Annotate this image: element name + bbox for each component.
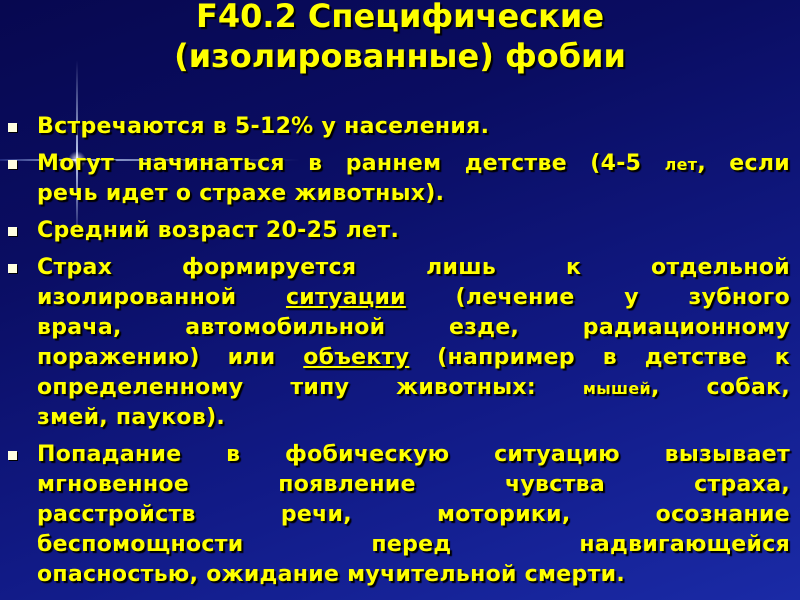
text-segment: Могут начинаться в раннем детстве (4-5 xyxy=(37,151,665,176)
text-segment: лет xyxy=(664,155,698,174)
text-line: Попадание в фобическую ситуацию вызывает xyxy=(37,440,790,470)
bullet-item: Попадание в фобическую ситуацию вызывает… xyxy=(8,440,790,590)
light-flare-horizontal xyxy=(0,159,300,161)
text-segment: беспомощности перед надвигающейся xyxy=(37,532,790,557)
title-line-1: F40.2 Специфические xyxy=(195,0,605,35)
text-line: врача, автомобильной езде, радиационному xyxy=(37,313,790,343)
text-line: Могут начинаться в раннем детстве (4-5 л… xyxy=(37,149,790,179)
text-segment: Страх формируется лишь к отдельной xyxy=(37,255,790,280)
square-bullet-icon xyxy=(8,160,17,169)
text-line: мгновенное появление чувства страха, xyxy=(37,470,790,500)
text-line: расстройств речи, моторики, осознание xyxy=(37,500,790,530)
text-segment: Средний возраст 20-25 лет. xyxy=(37,218,400,243)
text-segment: мышей xyxy=(582,379,651,398)
text-line: беспомощности перед надвигающейся xyxy=(37,530,790,560)
text-line: определенному типу животных: мышей, соба… xyxy=(37,373,790,403)
text-segment: змей, пауков). xyxy=(37,405,226,430)
text-segment: Встречаются в 5-12% у населения. xyxy=(37,114,490,139)
text-segment: , собак, xyxy=(651,375,790,400)
bullet-list: Встречаются в 5-12% у населения. Могут на… xyxy=(8,112,790,597)
text-segment: расстройств речи, моторики, осознание xyxy=(37,502,790,527)
bullet-item: Встречаются в 5-12% у населения. xyxy=(8,112,790,142)
text-line: змей, пауков). xyxy=(37,403,790,433)
square-bullet-icon xyxy=(8,451,17,460)
text-segment: врача, автомобильной езде, радиационному xyxy=(37,315,790,340)
text-segment: (лечение у зубного xyxy=(405,285,791,310)
text-line: речь идет о страхе животных). xyxy=(37,179,790,209)
text-segment: опасностью, ожидание мучительной смерти. xyxy=(37,562,625,587)
text-segment: , если xyxy=(697,151,790,176)
square-bullet-icon xyxy=(8,227,17,236)
title-line-2: (изолированные) фобии xyxy=(174,37,626,75)
text-line: Встречаются в 5-12% у населения. xyxy=(37,112,790,142)
text-segment: Попадание в фобическую ситуацию вызывает xyxy=(37,442,790,467)
light-flare-center xyxy=(68,151,86,169)
light-flare-vertical xyxy=(76,60,78,240)
underlined-term: ситуации xyxy=(285,285,406,310)
underlined-term: объекту xyxy=(303,345,410,370)
text-segment: речь идет о страхе животных). xyxy=(37,181,445,206)
text-segment: мгновенное появление чувства страха, xyxy=(37,472,790,497)
text-line: поражению) или объекту (например в детст… xyxy=(37,343,790,373)
slide-title: F40.2 Специфические (изолированные) фоби… xyxy=(0,0,800,76)
text-segment: поражению) или xyxy=(37,345,304,370)
bullet-item: Средний возраст 20-25 лет. xyxy=(8,216,790,246)
text-line: Средний возраст 20-25 лет. xyxy=(37,216,790,246)
bullet-item: Могут начинаться в раннем детстве (4-5 л… xyxy=(8,149,790,209)
text-segment: изолированной xyxy=(37,285,286,310)
square-bullet-icon xyxy=(8,264,17,273)
square-bullet-icon xyxy=(8,123,17,132)
bullet-item: Страх формируется лишь к отдельной изолир… xyxy=(8,253,790,433)
text-line: опасностью, ожидание мучительной смерти. xyxy=(37,560,790,590)
text-line: изолированной ситуации (лечение у зубног… xyxy=(37,283,790,313)
text-segment: определенному типу животных: xyxy=(37,375,583,400)
text-segment: (например в детстве к xyxy=(409,345,790,370)
text-line: Страх формируется лишь к отдельной xyxy=(37,253,790,283)
